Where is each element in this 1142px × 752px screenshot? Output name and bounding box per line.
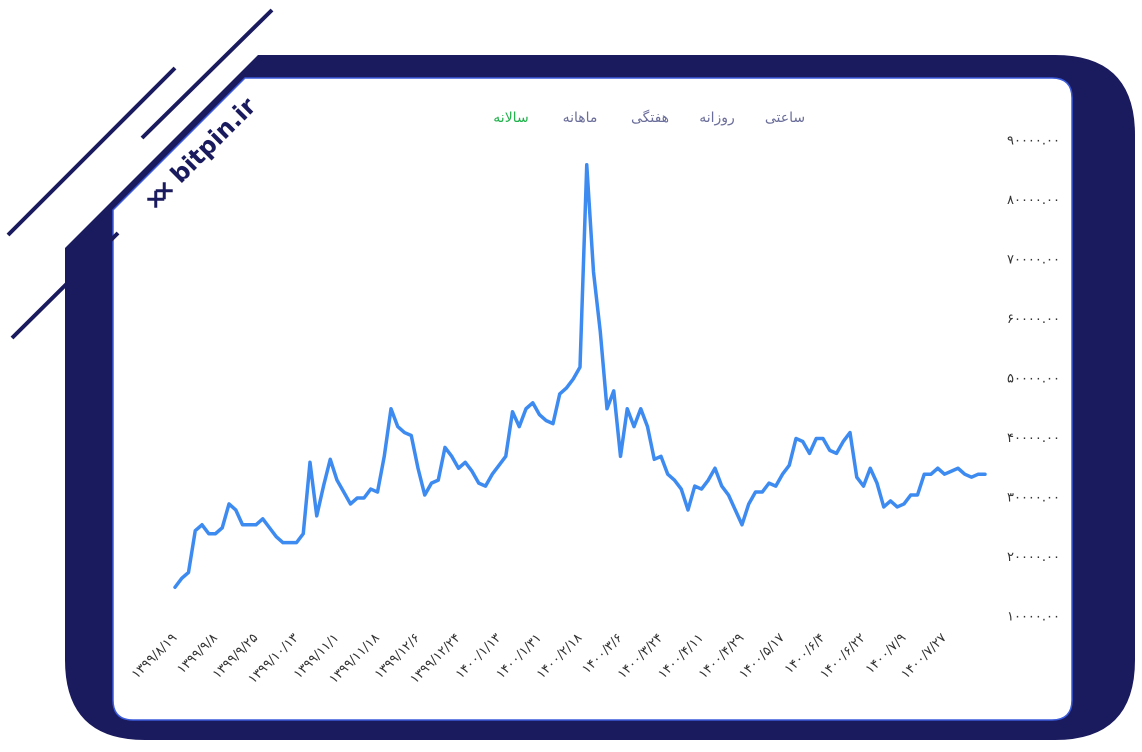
tab[interactable]: ساعتی — [765, 110, 805, 126]
y-tick-label: ۷۰۰۰۰.۰۰ — [1007, 253, 1060, 268]
tab[interactable]: ماهانه — [563, 110, 598, 126]
y-tick-label: ۱۰۰۰۰.۰۰ — [1007, 610, 1060, 625]
decor — [6, 8, 274, 340]
tab[interactable]: هفتگی — [631, 109, 669, 126]
y-tick-label: ۶۰۰۰۰.۰۰ — [1007, 312, 1060, 327]
y-tick-label: ۳۰۰۰۰.۰۰ — [1007, 491, 1060, 506]
logo-icon — [147, 182, 173, 208]
tab[interactable]: روزانه — [699, 110, 735, 126]
y-tick-label: ۸۰۰۰۰.۰۰ — [1007, 193, 1060, 208]
y-tick-label: ۲۰۰۰۰.۰۰ — [1007, 550, 1060, 565]
y-tick-label: ۵۰۰۰۰.۰۰ — [1007, 372, 1060, 387]
decor-line — [6, 66, 177, 237]
y-tick-label: ۴۰۰۰۰.۰۰ — [1007, 431, 1060, 446]
decor-line — [140, 8, 274, 140]
y-tick-label: ۹۰۰۰۰.۰۰ — [1007, 134, 1060, 149]
panel — [112, 77, 1073, 721]
tab[interactable]: سالانه — [493, 110, 528, 126]
line — [173, 163, 987, 589]
decor-line — [10, 231, 120, 340]
